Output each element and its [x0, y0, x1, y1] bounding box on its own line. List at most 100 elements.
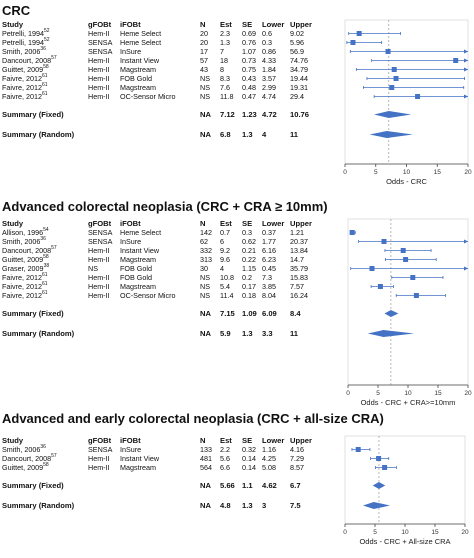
panel-1-title: CRC: [2, 3, 31, 18]
lower-value: 0.86: [262, 47, 276, 56]
header-se: SE: [242, 436, 253, 445]
lower-value: 0.45: [262, 264, 276, 273]
ifobt-value: Magstream: [120, 463, 156, 472]
se-value: 0.22: [242, 255, 256, 264]
upper-value: 20.37: [290, 237, 308, 246]
upper-value: 29.4: [290, 92, 304, 101]
est-value: 18: [220, 56, 228, 65]
header-study: Study: [2, 219, 24, 228]
study-name: Faivre, 201261: [2, 282, 48, 292]
est-value: 9.6: [220, 255, 230, 264]
n-value: NS: [200, 92, 210, 101]
se-value: 0.21: [242, 246, 256, 255]
n-value: NS: [200, 83, 210, 92]
est-value: 4: [220, 264, 224, 273]
summary-label: Summary (Fixed): [2, 481, 64, 490]
study-reference: 36: [40, 46, 46, 52]
x-tick-label: 10: [404, 390, 412, 397]
study-reference: 52: [43, 28, 50, 34]
estimate-point: [410, 275, 416, 280]
study-name: Faivre, 201261: [2, 73, 48, 84]
study-name: Faivre, 201261: [2, 83, 48, 93]
summary-row: Summary (Random) NA 5.9 1.3 3.3 11: [2, 329, 342, 338]
header-lower: Lower: [262, 20, 285, 29]
upper-value: 9.02: [290, 29, 304, 38]
study-reference: 61: [41, 290, 48, 296]
lower-value: 4.62: [262, 481, 277, 490]
study-reference: 58: [43, 64, 49, 70]
study-reference: 54: [43, 227, 49, 233]
study-reference: 61: [41, 91, 48, 97]
study-row: Faivre, 201261 Hem-II OC-Sensor Micro NS 11.…: [2, 290, 342, 301]
se-value: 1.07: [242, 47, 256, 56]
plot-frame: [344, 19, 469, 165]
est-value: 5.4: [220, 282, 230, 291]
se-value: 0.75: [242, 65, 256, 74]
summary-row: Summary (Random) NA 4.8 1.3 3 7.5: [2, 501, 342, 510]
study-label: Petrelli, 1994: [2, 38, 44, 47]
upper-value: 5.96: [290, 38, 304, 47]
study-row: Faivre, 201261 Hem-II FOB Gold NS 8.3 0.43 3.5…: [2, 73, 342, 84]
est-value: 1.3: [220, 38, 230, 47]
se-value: 0.48: [242, 83, 256, 92]
study-reference: 58: [43, 462, 49, 468]
ifobt-value: Instant View: [120, 56, 160, 65]
summary-row: Summary (Fixed) NA 5.66 1.1 4.62 6.7: [2, 481, 342, 490]
x-tick-label: 15: [434, 390, 442, 397]
ifobt-value: Heme Select: [120, 228, 162, 237]
n-value: 564: [200, 463, 212, 472]
n-value: NA: [200, 110, 211, 119]
x-tick-label: 5: [376, 390, 380, 397]
study-row: Faivre, 201261 Hem-II OC-Sensor Micro NS 11.…: [2, 91, 342, 102]
study-row: Guittet, 200958 Hem-II Magstream 564 6.6 0.14…: [2, 462, 342, 473]
lower-value: 6.23: [262, 255, 276, 264]
header-lower: Lower: [262, 436, 285, 445]
study-label: Guittet, 2009: [2, 463, 44, 472]
x-tick-label: 20: [464, 390, 472, 397]
study-name: Smith, 200636: [2, 46, 46, 57]
ifobt-value: InSure: [120, 237, 142, 246]
estimate-point: [377, 284, 383, 289]
gfobt-value: Hem-II: [88, 454, 110, 463]
upper-value: 6.7: [290, 481, 301, 490]
gfobt-value: Hem-II: [88, 83, 110, 92]
se-value: 0.62: [242, 237, 256, 246]
estimate-point: [349, 230, 355, 235]
summary-diamond: [369, 131, 413, 138]
x-tick-label: 5: [373, 529, 377, 536]
n-value: NS: [200, 273, 210, 282]
n-value: 17: [200, 47, 208, 56]
estimate-point: [356, 31, 362, 36]
upper-value: 7.5: [290, 501, 301, 510]
x-axis-label: Odds - CRC + CRA>=10mm: [361, 398, 456, 407]
est-value: 4.8: [220, 501, 231, 510]
upper-value: 13.84: [290, 246, 308, 255]
ci-arrow: [464, 239, 468, 244]
estimate-point: [389, 85, 395, 90]
se-value: 1.23: [242, 110, 257, 119]
summary-diamond: [363, 502, 390, 509]
estimate-point: [355, 447, 361, 452]
se-value: 0.14: [242, 463, 256, 472]
header-n: N: [200, 20, 206, 29]
summary-label: Summary (Fixed): [2, 309, 64, 318]
gfobt-value: Hem-II: [88, 463, 110, 472]
summary-label: Summary (Random): [2, 130, 75, 139]
upper-value: 15.83: [290, 273, 308, 282]
estimate-point: [393, 76, 399, 81]
ifobt-value: Magstream: [120, 65, 156, 74]
ifobt-value: Magstream: [120, 282, 156, 291]
est-value: 5.6: [220, 454, 230, 463]
study-reference: 61: [41, 73, 48, 79]
lower-value: 1.16: [262, 445, 276, 454]
header-ifobt: iFOBt: [120, 219, 141, 228]
study-reference: 36: [40, 444, 46, 450]
header-upper: Upper: [290, 20, 312, 29]
upper-value: 7.29: [290, 454, 304, 463]
header-se: SE: [242, 20, 253, 29]
ci-arrow: [464, 49, 468, 54]
est-value: 8: [220, 65, 224, 74]
study-label: Smith, 2006: [2, 445, 41, 454]
study-name: Guittet, 200958: [2, 462, 49, 473]
study-row: Smith, 200636 SENSA InSure 62 6 0.62 1.77 20.37: [2, 237, 342, 247]
